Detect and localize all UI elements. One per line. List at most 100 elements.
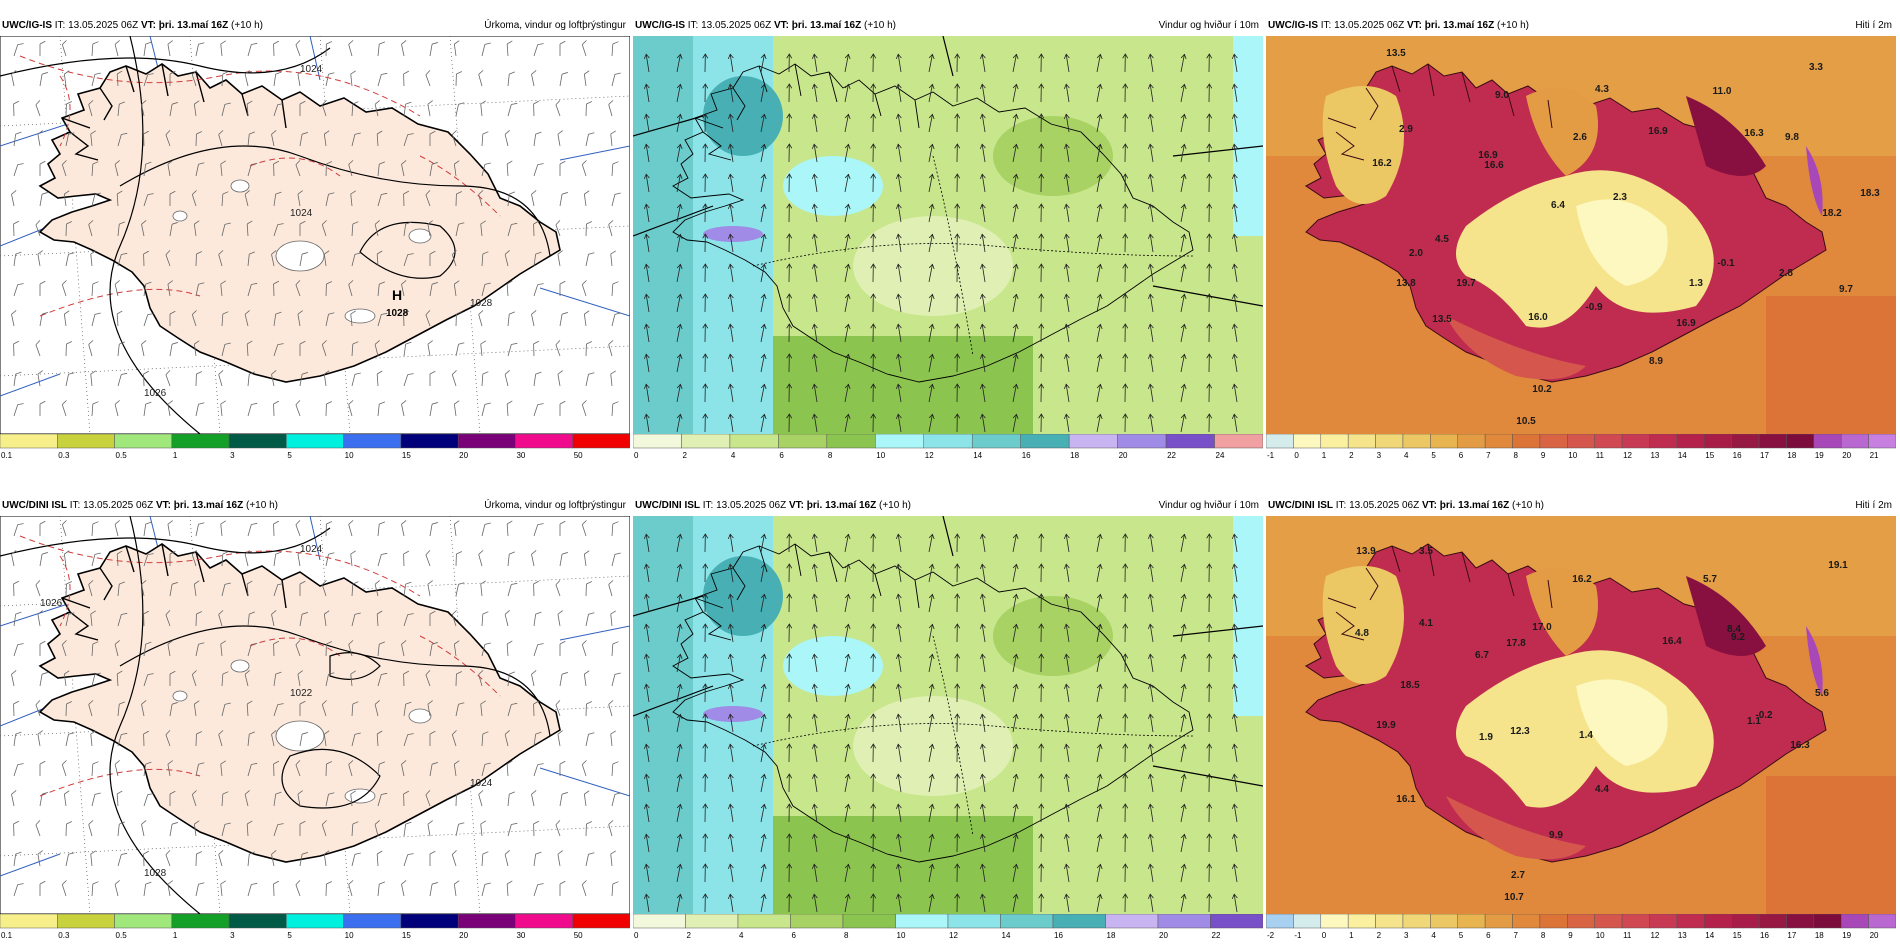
temperature-value: 17.0 xyxy=(1532,622,1552,633)
header-it-label: IT: xyxy=(1335,500,1347,511)
colorbar-swatch xyxy=(1512,914,1541,929)
colorbar-tick-label: 0 xyxy=(1294,451,1299,460)
colorbar-swatch xyxy=(1868,914,1896,929)
colorbar-swatch xyxy=(114,434,173,449)
colorbar-tick-label: 16 xyxy=(1022,451,1031,460)
temperature-value: 6.7 xyxy=(1475,650,1489,661)
colorbar-swatch xyxy=(1786,914,1815,929)
colorbar-tick-label: 15 xyxy=(402,931,411,940)
temperature-value: 8.9 xyxy=(1649,356,1663,367)
colorbar-tick-label: 4 xyxy=(1404,451,1409,460)
map-svg: 1024 1024 1028 1026 H 1028 xyxy=(0,36,630,434)
temperature-value: 9.7 xyxy=(1839,284,1853,295)
temperature-value: 16.9 xyxy=(1676,318,1696,329)
colorbar-tick-label: 6 xyxy=(1486,931,1491,940)
colorbar-tick-label: 10 xyxy=(1568,451,1577,460)
colorbar-svg: -1 0 1 2 3 4 5 6 7 8 9 10 11 12 13 14 15 16 17 18 19 20 21 xyxy=(1266,434,1896,460)
temperature-value: 6.4 xyxy=(1551,200,1565,211)
wind-speed-field xyxy=(633,516,1263,914)
header-model: UWC/DINI ISL xyxy=(1268,500,1333,511)
colorbar-svg: 0 2 4 6 8 10 12 14 16 18 20 22 xyxy=(633,914,1263,940)
high-pressure-marker: H xyxy=(392,287,402,303)
header-model: UWC/IG-IS xyxy=(635,20,685,31)
temperature-value: 3.5 xyxy=(1419,546,1433,557)
colorbar-swatch xyxy=(1840,434,1869,449)
isobar-label: 1028 xyxy=(470,298,493,309)
colorbar-swatch xyxy=(1594,434,1623,449)
colorbar-swatch xyxy=(1020,434,1070,449)
colorbar-tick-label: 18 xyxy=(1107,931,1116,940)
temperature-value: 5.7 xyxy=(1703,574,1717,585)
temperature-value: 4.1 xyxy=(1419,618,1433,629)
colorbar-tick-label: 0 xyxy=(634,451,639,460)
colorbar-tick-label: 1 xyxy=(173,931,178,940)
temperature-value: -0.1 xyxy=(1717,258,1735,269)
colorbar-tick-label: 0.1 xyxy=(1,931,13,940)
temperature-value: 2.6 xyxy=(1573,132,1587,143)
header-lead: (+10 h) xyxy=(879,500,911,511)
panel-title: Úrkoma, vindur og loftþrýstingur xyxy=(484,500,626,511)
colorbar-swatch xyxy=(1430,914,1458,929)
colorbar-swatch xyxy=(1512,434,1541,449)
colorbar-svg: 0.1 0.3 0.5 1 3 5 10 15 20 30 50 xyxy=(0,914,630,940)
colorbar-tick-label: 3 xyxy=(230,451,235,460)
header-model: UWC/IG-IS xyxy=(1268,20,1318,31)
temperature-value: 4.4 xyxy=(1595,784,1609,795)
high-pressure-value: 1028 xyxy=(386,308,409,319)
isobar-label: 1024 xyxy=(300,544,323,555)
temperature-value: 19.1 xyxy=(1828,560,1848,571)
header-vt-label: VT: xyxy=(1421,500,1437,511)
colorbar-tick-label: 14 xyxy=(1705,931,1714,940)
header-it-value: 13.05.2025 06Z xyxy=(1334,20,1405,31)
temperature-value: 10.5 xyxy=(1516,416,1536,427)
colorbar-swatch xyxy=(1813,914,1842,929)
colorbar-tick-label: 1 xyxy=(173,451,178,460)
temperature-value: 18.3 xyxy=(1860,188,1880,199)
temperature-value: 2.9 xyxy=(1399,124,1413,135)
colorbar-tick-label: 3 xyxy=(1377,451,1382,460)
header-it-label: IT: xyxy=(687,20,699,31)
panel-header: UWC/IG-IS IT: 13.05.2025 06Z VT: þri. 13… xyxy=(635,20,1263,34)
colorbar-swatch xyxy=(842,914,896,929)
header-vt-value: þri. 13.maí 16Z xyxy=(1439,500,1510,511)
colorbar-swatch xyxy=(1676,914,1705,929)
colorbar-tick-label: 8 xyxy=(828,451,833,460)
wind-arrows xyxy=(643,53,1238,433)
colorbar-tick-label: 20 xyxy=(1159,931,1168,940)
colorbar-swatch xyxy=(286,434,344,449)
colorbar-swatch xyxy=(457,434,516,449)
header-lead: (+10 h) xyxy=(864,20,896,31)
colorbar: -1 0 1 2 3 4 5 6 7 8 9 10 11 12 13 14 15 16 17 18 19 20 21 xyxy=(1266,434,1896,460)
colorbar-swatch xyxy=(947,914,1001,929)
colorbar-tick-label: 0 xyxy=(634,931,639,940)
colorbar-tick-label: 14 xyxy=(1678,451,1687,460)
colorbar-tick-label: 13 xyxy=(1650,451,1659,460)
colorbar-tick-label: 19 xyxy=(1842,931,1851,940)
colorbar-swatch xyxy=(1649,434,1678,449)
colorbar-tick-label: 18 xyxy=(1787,451,1796,460)
colorbar-swatch xyxy=(1758,914,1787,929)
colorbar-swatch xyxy=(1567,434,1595,449)
colorbar-tick-label: 0.3 xyxy=(58,451,70,460)
colorbar-tick-label: 1 xyxy=(1322,451,1327,460)
colorbar-tick-label: 15 xyxy=(1733,931,1742,940)
colorbar-tick-label: 30 xyxy=(516,931,525,940)
colorbar-swatch xyxy=(1813,434,1842,449)
wind-barbs xyxy=(11,40,621,417)
colorbar-tick-label: 8 xyxy=(1541,931,1546,940)
temperature-value: 17.8 xyxy=(1506,638,1526,649)
colorbar: 0 2 4 6 8 10 12 14 16 18 20 22 xyxy=(633,914,1263,940)
temperature-value: 9.8 xyxy=(1785,132,1799,143)
colorbar-tick-label: 7 xyxy=(1486,451,1491,460)
temperature-value: 19.9 xyxy=(1376,720,1396,731)
panel-title: Vindur og hviður í 10m xyxy=(1158,500,1259,511)
colorbar-swatch xyxy=(343,914,402,929)
temperature-value: 3.3 xyxy=(1809,62,1823,73)
temperature-value: 16.9 xyxy=(1648,126,1668,137)
temperature-value: 4.5 xyxy=(1435,234,1449,245)
temperature-value: 1.3 xyxy=(1689,278,1703,289)
forecast-panel: UWC/DINI ISL IT: 13.05.2025 06Z VT: þri.… xyxy=(1266,480,1896,950)
panel-header: UWC/IG-IS IT: 13.05.2025 06Z VT: þri. 13… xyxy=(2,20,630,34)
isobar-label: 1024 xyxy=(290,208,313,219)
temperature-value: 8.4 xyxy=(1727,624,1741,635)
